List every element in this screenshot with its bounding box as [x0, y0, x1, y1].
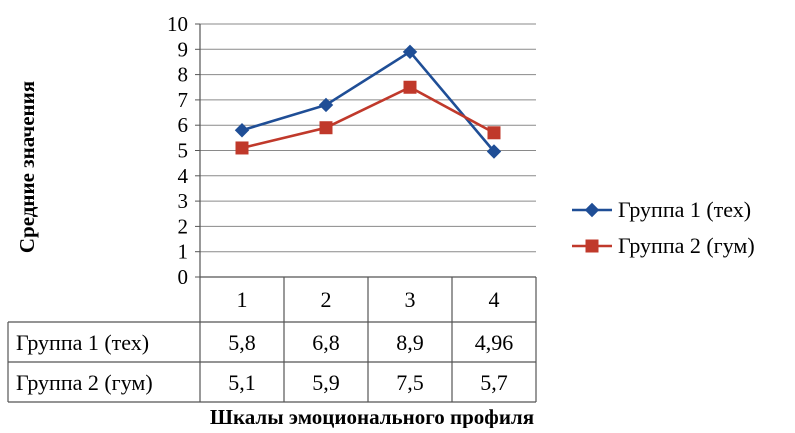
table-value-cell: 5,8 [228, 330, 256, 355]
table-value-cell: 7,5 [396, 370, 424, 395]
x-category-label: 3 [405, 287, 416, 312]
table-value-cell: 5,7 [480, 370, 508, 395]
data-point-series-2 [487, 126, 501, 140]
y-axis-title: Средние значения [15, 81, 39, 253]
legend-marker-2 [585, 239, 599, 253]
x-category-label: 1 [237, 287, 248, 312]
y-tick-label: 0 [178, 265, 189, 289]
y-tick-label: 7 [178, 88, 189, 112]
data-point-series-1 [234, 123, 250, 138]
y-tick-label: 8 [178, 63, 189, 87]
y-tick-label: 1 [178, 240, 189, 264]
data-point-series-1 [318, 97, 334, 113]
series-line-2 [241, 85, 495, 150]
x-axis-title: Шкалы эмоционального профиля [210, 405, 534, 428]
y-tick-label: 10 [167, 12, 188, 36]
y-tick-label: 2 [178, 214, 189, 238]
data-point-series-2 [319, 121, 333, 135]
legend-label: Группа 2 (гум) [618, 233, 755, 258]
table-value-cell: 6,8 [312, 330, 340, 355]
legend-label: Группа 1 (тех) [618, 197, 751, 222]
y-tick-label: 6 [178, 113, 189, 137]
data-point-series-2 [403, 80, 417, 94]
table-value-cell: 5,9 [312, 370, 340, 395]
table-series-name: Группа 2 (гум) [16, 370, 153, 395]
y-tick-label: 3 [178, 189, 189, 213]
data-point-series-1 [486, 144, 502, 159]
data-point-series-1 [402, 44, 418, 60]
table-series-name: Группа 1 (тех) [16, 330, 149, 355]
table-value-cell: 4,96 [475, 330, 514, 355]
table-value-cell: 5,1 [228, 370, 256, 395]
table-value-cell: 8,9 [396, 330, 424, 355]
x-category-label: 2 [321, 287, 332, 312]
y-tick-label: 4 [178, 164, 189, 188]
y-tick-label: 9 [178, 37, 189, 61]
x-category-label: 4 [489, 287, 500, 312]
legend-marker-1 [584, 202, 600, 218]
y-tick-label: 5 [178, 139, 189, 163]
series-line-1 [241, 50, 495, 153]
data-point-series-2 [235, 141, 249, 155]
